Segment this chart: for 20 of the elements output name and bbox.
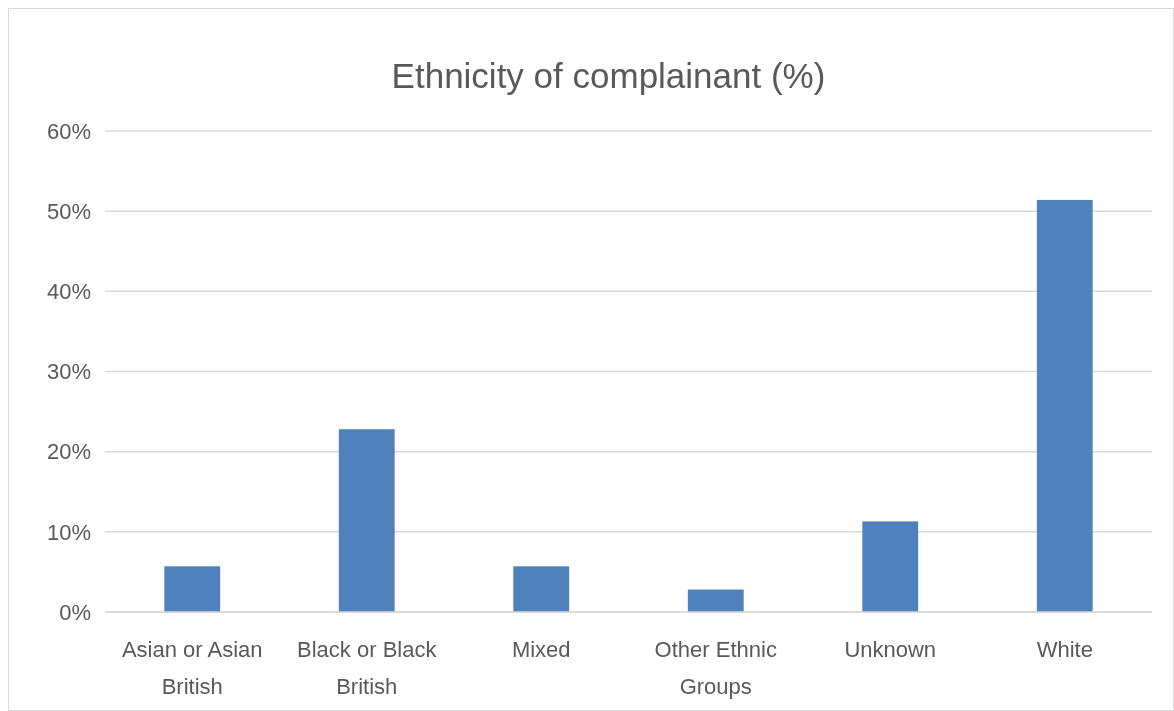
- y-tick-label: 60%: [46, 118, 91, 144]
- chart-title: Ethnicity of complainant (%): [391, 56, 826, 95]
- bar: [164, 566, 221, 612]
- x-tick-label: Asian or Asian British: [121, 637, 263, 699]
- y-tick-label: 20%: [46, 439, 91, 465]
- x-tick-label: Unknown: [844, 637, 937, 662]
- y-tick-label: 30%: [46, 359, 91, 385]
- bar: [1036, 199, 1093, 612]
- bar: [513, 566, 570, 612]
- x-tick-label: Other Ethnic Groups: [654, 637, 777, 699]
- bar: [862, 521, 919, 612]
- x-tick-label: Mixed: [511, 637, 571, 662]
- y-tick-label: 40%: [46, 279, 91, 305]
- bar: [687, 589, 744, 612]
- x-tick-label: White: [1036, 637, 1093, 662]
- y-tick-label: 50%: [46, 198, 91, 224]
- y-tick-label: 0%: [59, 599, 91, 625]
- y-tick-label: 10%: [46, 519, 91, 545]
- x-tick-label: Black or Black British: [297, 637, 438, 699]
- bar: [338, 429, 395, 612]
